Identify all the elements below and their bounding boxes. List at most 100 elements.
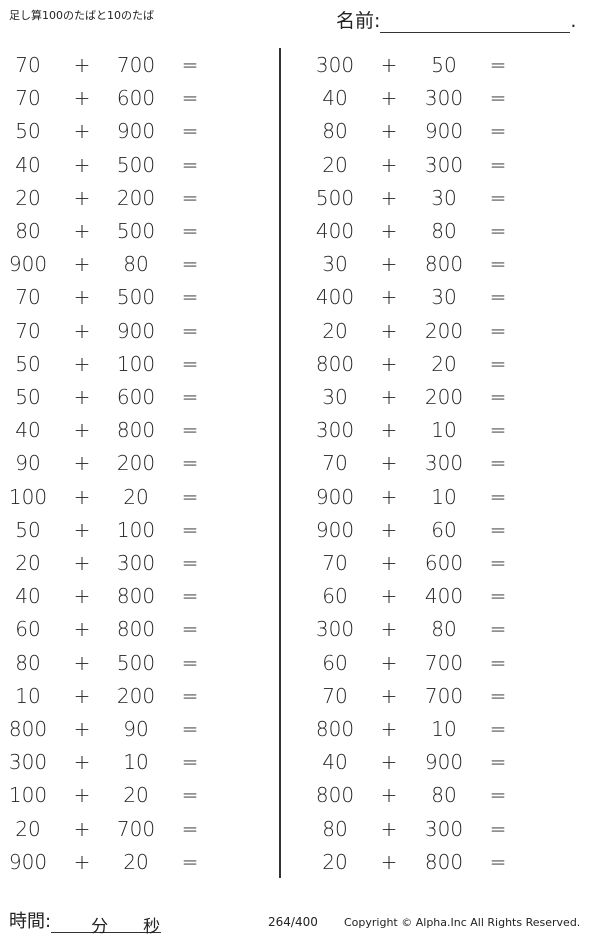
right-problem-5-equals-sign: =: [489, 185, 507, 210]
left-problem-16-plus-sign: +: [73, 551, 91, 575]
left-problem-10-addend-1: 50: [15, 351, 41, 376]
left-problem-23-equals-sign: =: [181, 783, 199, 808]
right-problem-20-equals-sign: =: [489, 683, 507, 708]
right-problem-16-equals-sign: =: [489, 551, 507, 575]
right-problem-2-addend-2: 300: [424, 86, 464, 111]
left-problem-12-addend-2: 800: [116, 418, 156, 443]
left-problem-25-plus-sign: +: [73, 849, 91, 874]
right-problem-8-equals-sign: =: [489, 285, 507, 310]
left-problem-25-addend-2: 20: [123, 849, 149, 874]
right-problem-11-equals-sign: =: [489, 385, 507, 409]
left-problem-12-addend-1: 40: [15, 418, 41, 443]
left-problem-5-addend-1: 20: [15, 185, 41, 210]
right-problem-7-addend-2: 800: [424, 252, 464, 277]
right-problem-22-addend-2: 900: [424, 750, 464, 775]
left-problem-23-plus-sign: +: [73, 783, 91, 808]
right-problem-1-addend-1: 300: [315, 53, 355, 77]
left-problem-11-addend-2: 600: [116, 385, 156, 409]
right-problem-12-addend-2: 10: [431, 418, 457, 443]
left-problem-2-addend-1: 70: [15, 86, 41, 111]
right-problem-15-equals-sign: =: [489, 517, 507, 542]
right-problem-17-plus-sign: +: [380, 584, 398, 609]
left-problem-18-addend-2: 800: [116, 617, 156, 642]
left-problem-8-addend-1: 70: [15, 285, 41, 310]
right-problem-5-addend-1: 500: [315, 185, 355, 210]
right-problem-20-addend-1: 70: [322, 683, 348, 708]
right-problem-7-addend-1: 30: [322, 252, 348, 277]
left-problem-24-addend-1: 20: [15, 816, 41, 841]
right-problem-3-equals-sign: =: [489, 119, 507, 144]
left-problem-5-equals-sign: =: [181, 185, 199, 210]
left-problem-15-plus-sign: +: [73, 517, 91, 542]
right-problem-14-addend-2: 10: [431, 484, 457, 509]
right-problem-21-addend-2: 10: [431, 717, 457, 741]
left-problem-18-addend-1: 60: [15, 617, 41, 642]
left-problem-7-addend-1: 900: [8, 252, 48, 277]
name-field: 名前:.: [336, 6, 576, 33]
left-problem-18-plus-sign: +: [73, 617, 91, 642]
left-problem-7-equals-sign: =: [181, 252, 199, 277]
right-problem-13-plus-sign: +: [380, 451, 398, 476]
right-problem-2-equals-sign: =: [489, 86, 507, 111]
left-problem-13-addend-1: 90: [15, 451, 41, 476]
right-problem-10-addend-2: 20: [431, 351, 457, 376]
left-problem-9-equals-sign: =: [181, 318, 199, 343]
right-problem-10-equals-sign: =: [489, 351, 507, 376]
name-label: 名前:: [336, 10, 381, 32]
left-problem-6-equals-sign: =: [181, 219, 199, 243]
left-problem-22-equals-sign: =: [181, 750, 199, 775]
left-problem-17-addend-1: 40: [15, 584, 41, 609]
left-problem-9-plus-sign: +: [73, 318, 91, 343]
right-problem-18-equals-sign: =: [489, 617, 507, 642]
right-problem-3-addend-2: 900: [424, 119, 464, 144]
right-problem-18-addend-2: 80: [431, 617, 457, 642]
left-problem-14-equals-sign: =: [181, 484, 199, 509]
left-problem-10-plus-sign: +: [73, 351, 91, 376]
right-problem-22-equals-sign: =: [489, 750, 507, 775]
right-problem-17-addend-1: 60: [322, 584, 348, 609]
left-problem-19-plus-sign: +: [73, 650, 91, 675]
right-problem-6-equals-sign: =: [489, 219, 507, 243]
right-problem-11-addend-1: 30: [322, 385, 348, 409]
right-problem-20-plus-sign: +: [380, 683, 398, 708]
left-problem-21-addend-2: 90: [123, 717, 149, 741]
left-problem-4-addend-2: 500: [116, 152, 156, 177]
left-problem-21-addend-1: 800: [8, 717, 48, 741]
left-problem-10-equals-sign: =: [181, 351, 199, 376]
left-problem-10-addend-2: 100: [116, 351, 156, 376]
left-problem-1-addend-1: 70: [15, 53, 41, 77]
right-problem-4-addend-2: 300: [424, 152, 464, 177]
right-problem-22-addend-1: 40: [322, 750, 348, 775]
right-problem-16-addend-2: 600: [424, 551, 464, 575]
left-problem-12-plus-sign: +: [73, 418, 91, 443]
right-problem-5-plus-sign: +: [380, 185, 398, 210]
left-problem-20-addend-1: 10: [15, 683, 41, 708]
left-problem-13-plus-sign: +: [73, 451, 91, 476]
right-problem-7-plus-sign: +: [380, 252, 398, 277]
left-problem-24-plus-sign: +: [73, 816, 91, 841]
right-problem-1-plus-sign: +: [380, 53, 398, 77]
left-problem-1-addend-2: 700: [116, 53, 156, 77]
right-problem-24-plus-sign: +: [380, 816, 398, 841]
right-problem-25-equals-sign: =: [489, 849, 507, 874]
right-problem-1-addend-2: 50: [431, 53, 457, 77]
right-problem-24-equals-sign: =: [489, 816, 507, 841]
left-problem-14-plus-sign: +: [73, 484, 91, 509]
right-problem-8-plus-sign: +: [380, 285, 398, 310]
left-problem-16-addend-2: 300: [116, 551, 156, 575]
right-problem-17-addend-2: 400: [424, 584, 464, 609]
left-problem-15-addend-2: 100: [116, 517, 156, 542]
right-problem-25-addend-1: 20: [322, 849, 348, 874]
right-problem-2-plus-sign: +: [380, 86, 398, 111]
right-problem-23-equals-sign: =: [489, 783, 507, 808]
right-problem-9-plus-sign: +: [380, 318, 398, 343]
right-problem-3-plus-sign: +: [380, 119, 398, 144]
time-blank: 分秒: [51, 912, 162, 937]
left-problem-4-addend-1: 40: [15, 152, 41, 177]
left-problem-3-plus-sign: +: [73, 119, 91, 144]
right-problem-20-addend-2: 700: [424, 683, 464, 708]
left-problem-20-addend-2: 200: [116, 683, 156, 708]
right-problem-15-plus-sign: +: [380, 517, 398, 542]
right-problem-23-addend-1: 800: [315, 783, 355, 808]
right-problem-2-addend-1: 40: [322, 86, 348, 111]
